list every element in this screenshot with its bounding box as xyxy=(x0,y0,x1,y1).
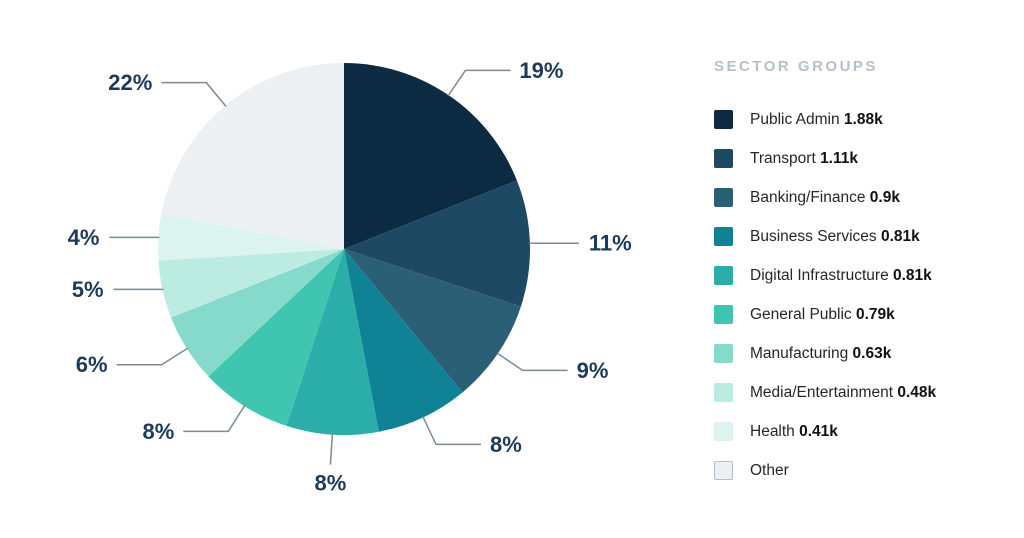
legend-label-health: Health 0.41k xyxy=(750,423,838,440)
pct-label-business-services: 8% xyxy=(490,432,522,457)
legend-item-media-entertainment[interactable]: Media/Entertainment 0.48k xyxy=(714,383,1014,402)
pie-slice-transport[interactable] xyxy=(344,180,531,307)
legend-title: SECTOR GROUPS xyxy=(714,58,878,75)
pie-slice-public-admin[interactable] xyxy=(344,63,517,249)
legend-item-manufacturing[interactable]: Manufacturing 0.63k xyxy=(714,344,1014,363)
leader-line-manufacturing xyxy=(116,347,189,366)
legend-label-media-entertainment: Media/Entertainment 0.48k xyxy=(750,384,937,401)
legend-item-business-services[interactable]: Business Services 0.81k xyxy=(714,227,1014,246)
legend-swatch-transport xyxy=(714,149,733,168)
legend-label-transport: Transport 1.11k xyxy=(750,150,858,167)
pie-slice-general-public[interactable] xyxy=(208,249,344,426)
legend-value-health: 0.41k xyxy=(799,423,838,440)
legend: SECTOR GROUPS Public Admin 1.88k Transpor… xyxy=(714,58,1014,480)
pie-slice-health[interactable] xyxy=(158,214,344,261)
legend-label-general-public: General Public 0.79k xyxy=(750,306,895,323)
legend-swatch-general-public xyxy=(714,305,733,324)
leader-line-public-admin xyxy=(447,69,511,97)
legend-item-other[interactable]: Other xyxy=(714,461,1014,480)
pct-label-media-entertainment: 5% xyxy=(72,277,104,302)
pie-chart-area: 19% 11% 9% 8% 8% 8% 6% 5% 4% 22% xyxy=(68,58,632,496)
pct-label-general-public: 8% xyxy=(143,419,175,444)
legend-label-business-services: Business Services 0.81k xyxy=(750,228,920,245)
legend-value-general-public: 0.79k xyxy=(855,306,895,323)
legend-swatch-digital-infrastructure xyxy=(714,266,733,285)
pct-label-health: 4% xyxy=(68,225,100,250)
legend-value-digital-infrastructure: 0.81k xyxy=(893,267,932,284)
legend-label-other: Other xyxy=(750,462,789,479)
leader-line-other xyxy=(161,81,227,107)
legend-value-manufacturing: 0.63k xyxy=(852,345,892,362)
pie-slice-other[interactable] xyxy=(161,63,344,249)
legend-swatch-other xyxy=(714,461,733,480)
pct-label-other: 22% xyxy=(108,70,152,95)
legend-label-public-admin: Public Admin 1.88k xyxy=(750,111,883,128)
pct-label-digital-infrastructure: 8% xyxy=(315,471,347,496)
legend-value-banking-finance: 0.9k xyxy=(869,189,900,206)
leader-line-business-services xyxy=(422,416,481,446)
pie-slice-banking-finance[interactable] xyxy=(344,249,521,393)
pie-slice-business-services[interactable] xyxy=(344,249,463,432)
legend-item-digital-infrastructure[interactable]: Digital Infrastructure 0.81k xyxy=(714,266,1014,285)
legend-items: Public Admin 1.88k Transport 1.11k Banking… xyxy=(714,110,1014,480)
pie-slice-digital-infrastructure[interactable] xyxy=(286,249,379,436)
pct-label-transport: 11% xyxy=(589,231,632,256)
legend-label-banking-finance: Banking/Finance 0.9k xyxy=(750,189,900,206)
legend-item-transport[interactable]: Transport 1.11k xyxy=(714,149,1014,168)
legend-item-public-admin[interactable]: Public Admin 1.88k xyxy=(714,110,1014,129)
legend-value-transport: 1.11k xyxy=(820,150,858,167)
leader-line-digital-infrastructure xyxy=(329,433,334,465)
legend-label-manufacturing: Manufacturing 0.63k xyxy=(750,345,892,362)
pie-chart: 19% 11% 9% 8% 8% 8% 6% 5% 4% 22% xyxy=(68,58,632,496)
legend-label-digital-infrastructure: Digital Infrastructure 0.81k xyxy=(750,267,932,284)
legend-value-business-services: 0.81k xyxy=(880,228,920,245)
legend-value-public-admin: 1.88k xyxy=(843,111,883,128)
legend-item-banking-finance[interactable]: Banking/Finance 0.9k xyxy=(714,188,1014,207)
pct-label-manufacturing: 6% xyxy=(76,352,108,377)
legend-item-general-public[interactable]: General Public 0.79k xyxy=(714,305,1014,324)
legend-swatch-banking-finance xyxy=(714,188,733,207)
legend-swatch-business-services xyxy=(714,227,733,246)
leader-line-general-public xyxy=(183,404,246,433)
legend-item-health[interactable]: Health 0.41k xyxy=(714,422,1014,441)
leader-line-banking-finance xyxy=(496,352,568,372)
legend-swatch-public-admin xyxy=(714,110,733,129)
legend-value-media-entertainment: 0.48k xyxy=(897,384,937,401)
legend-swatch-health xyxy=(714,422,733,441)
pie-slice-media-entertainment[interactable] xyxy=(158,249,344,318)
pct-label-public-admin: 19% xyxy=(519,58,563,83)
legend-swatch-media-entertainment xyxy=(714,383,733,402)
legend-swatch-manufacturing xyxy=(714,344,733,363)
pct-label-banking-finance: 9% xyxy=(577,358,609,383)
pie-slice-manufacturing[interactable] xyxy=(171,249,344,377)
